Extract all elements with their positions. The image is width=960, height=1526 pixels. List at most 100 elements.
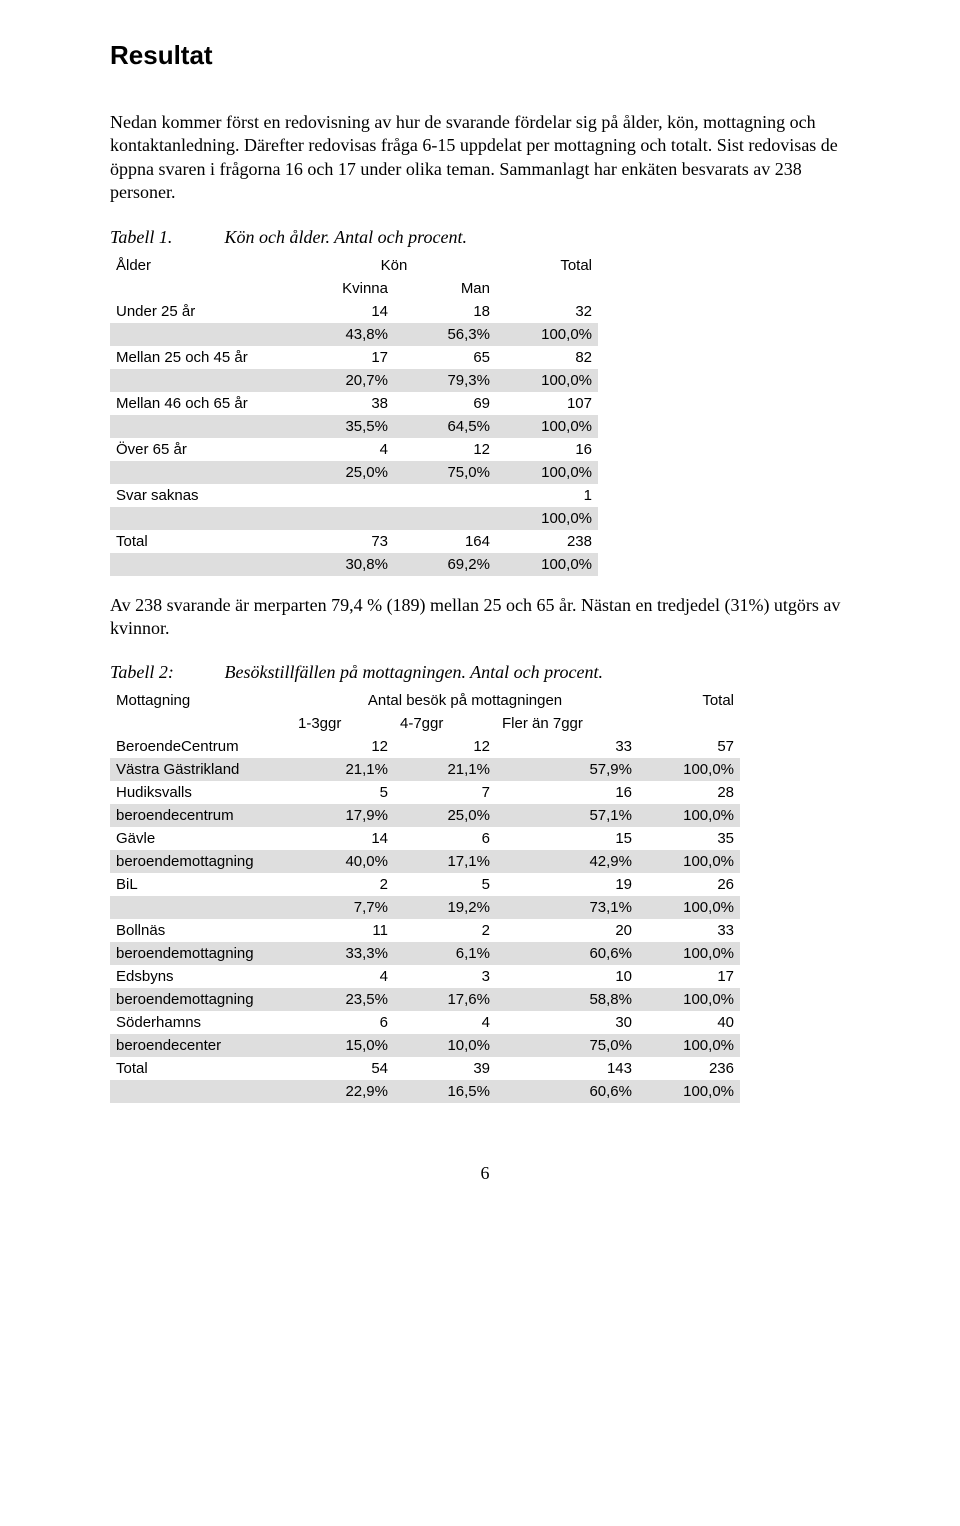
cell-percent: 30,8% xyxy=(292,553,394,576)
row-label: Gävle xyxy=(110,827,292,850)
table-row: 30,8%69,2%100,0% xyxy=(110,553,598,576)
cell-count: 32 xyxy=(496,300,598,323)
table-row: beroendemottagning23,5%17,6%58,8%100,0% xyxy=(110,988,740,1011)
cell-percent: 100,0% xyxy=(496,415,598,438)
table1-h-alder: Ålder xyxy=(110,254,292,277)
cell-count: 73 xyxy=(292,530,394,553)
cell-percent: 69,2% xyxy=(394,553,496,576)
table-row: beroendecenter15,0%10,0%75,0%100,0% xyxy=(110,1034,740,1057)
cell-percent: 7,7% xyxy=(292,896,394,919)
cell-count: 14 xyxy=(292,300,394,323)
cell-percent: 75,0% xyxy=(496,1034,638,1057)
cell-percent: 56,3% xyxy=(394,323,496,346)
cell-percent: 100,0% xyxy=(496,323,598,346)
cell-percent: 10,0% xyxy=(394,1034,496,1057)
cell-count xyxy=(394,484,496,507)
cell-percent: 100,0% xyxy=(638,988,740,1011)
table-row: Total5439143236 xyxy=(110,1057,740,1080)
cell-count: 15 xyxy=(496,827,638,850)
row-label: BeroendeCentrum xyxy=(110,735,292,758)
table1-header-row1: Ålder Kön Total xyxy=(110,254,598,277)
row-label: Bollnäs xyxy=(110,919,292,942)
cell-count: 143 xyxy=(496,1057,638,1080)
cell-count: 6 xyxy=(292,1011,394,1034)
table-row: Söderhamns643040 xyxy=(110,1011,740,1034)
cell-percent: 6,1% xyxy=(394,942,496,965)
row-label: Över 65 år xyxy=(110,438,292,461)
cell-count: 14 xyxy=(292,827,394,850)
table-row: 100,0% xyxy=(110,507,598,530)
cell-count: 33 xyxy=(496,735,638,758)
row-label: Edsbyns xyxy=(110,965,292,988)
cell-percent: 75,0% xyxy=(394,461,496,484)
table1-h-kvinna: Kvinna xyxy=(292,277,394,300)
row-label: Under 25 år xyxy=(110,300,292,323)
cell-percent: 100,0% xyxy=(638,758,740,781)
table-row: Edsbyns431017 xyxy=(110,965,740,988)
cell-percent: 25,0% xyxy=(292,461,394,484)
cell-percent xyxy=(292,507,394,530)
cell-count: 12 xyxy=(394,735,496,758)
cell-percent: 100,0% xyxy=(638,850,740,873)
cell-percent: 79,3% xyxy=(394,369,496,392)
cell-percent: 21,1% xyxy=(292,758,394,781)
table-row: Mellan 25 och 45 år176582 xyxy=(110,346,598,369)
table1-h-total: Total xyxy=(496,254,598,277)
cell-count: 16 xyxy=(496,438,598,461)
table-row: 35,5%64,5%100,0% xyxy=(110,415,598,438)
cell-count: 38 xyxy=(292,392,394,415)
cell-percent: 100,0% xyxy=(638,1034,740,1057)
table2-h-total: Total xyxy=(638,689,740,712)
cell-count: 164 xyxy=(394,530,496,553)
table-row: Mellan 46 och 65 år3869107 xyxy=(110,392,598,415)
table-row: Hudiksvalls571628 xyxy=(110,781,740,804)
cell-count: 1 xyxy=(496,484,598,507)
cell-percent: 22,9% xyxy=(292,1080,394,1103)
table-row: beroendecentrum17,9%25,0%57,1%100,0% xyxy=(110,804,740,827)
table-row: Bollnäs1122033 xyxy=(110,919,740,942)
cell-percent: 100,0% xyxy=(638,1080,740,1103)
cell-percent: 17,9% xyxy=(292,804,394,827)
table2-header-row2: 1-3ggr 4-7ggr Fler än 7ggr xyxy=(110,712,740,735)
cell-percent: 64,5% xyxy=(394,415,496,438)
row-label: Hudiksvalls xyxy=(110,781,292,804)
table2-h-7plus: Fler än 7ggr xyxy=(496,712,638,735)
summary-paragraph: Av 238 svarande är merparten 79,4 % (189… xyxy=(110,594,860,641)
table-row: Gävle1461535 xyxy=(110,827,740,850)
cell-count xyxy=(292,484,394,507)
cell-count: 69 xyxy=(394,392,496,415)
table-row: 22,9%16,5%60,6%100,0% xyxy=(110,1080,740,1103)
row-label-line2: Västra Gästrikland xyxy=(110,758,292,781)
row-label: Mellan 25 och 45 år xyxy=(110,346,292,369)
cell-percent: 100,0% xyxy=(496,369,598,392)
row-label-line2 xyxy=(110,896,292,919)
row-label-line2 xyxy=(110,1080,292,1103)
cell-count: 33 xyxy=(638,919,740,942)
cell-count: 10 xyxy=(496,965,638,988)
table-row: beroendemottagning33,3%6,1%60,6%100,0% xyxy=(110,942,740,965)
cell-percent: 35,5% xyxy=(292,415,394,438)
cell-count: 65 xyxy=(394,346,496,369)
cell-percent: 73,1% xyxy=(496,896,638,919)
cell-percent: 100,0% xyxy=(496,553,598,576)
cell-percent: 42,9% xyxy=(496,850,638,873)
cell-count: 2 xyxy=(292,873,394,896)
table-row: 20,7%79,3%100,0% xyxy=(110,369,598,392)
table1: Ålder Kön Total Kvinna Man Under 25 år14… xyxy=(110,254,598,576)
cell-count: 54 xyxy=(292,1057,394,1080)
table-row: Västra Gästrikland21,1%21,1%57,9%100,0% xyxy=(110,758,740,781)
cell-percent: 25,0% xyxy=(394,804,496,827)
row-label-line2: beroendecenter xyxy=(110,1034,292,1057)
cell-percent: 100,0% xyxy=(638,896,740,919)
table1-h-man: Man xyxy=(394,277,496,300)
cell-percent: 20,7% xyxy=(292,369,394,392)
cell-percent: 58,8% xyxy=(496,988,638,1011)
row-label-line2: beroendemottagning xyxy=(110,850,292,873)
cell-count: 7 xyxy=(394,781,496,804)
page-number: 6 xyxy=(110,1163,860,1184)
cell-count: 12 xyxy=(292,735,394,758)
table2-h-mottagning: Mottagning xyxy=(110,689,292,712)
cell-count: 39 xyxy=(394,1057,496,1080)
row-label: Söderhamns xyxy=(110,1011,292,1034)
cell-count: 40 xyxy=(638,1011,740,1034)
